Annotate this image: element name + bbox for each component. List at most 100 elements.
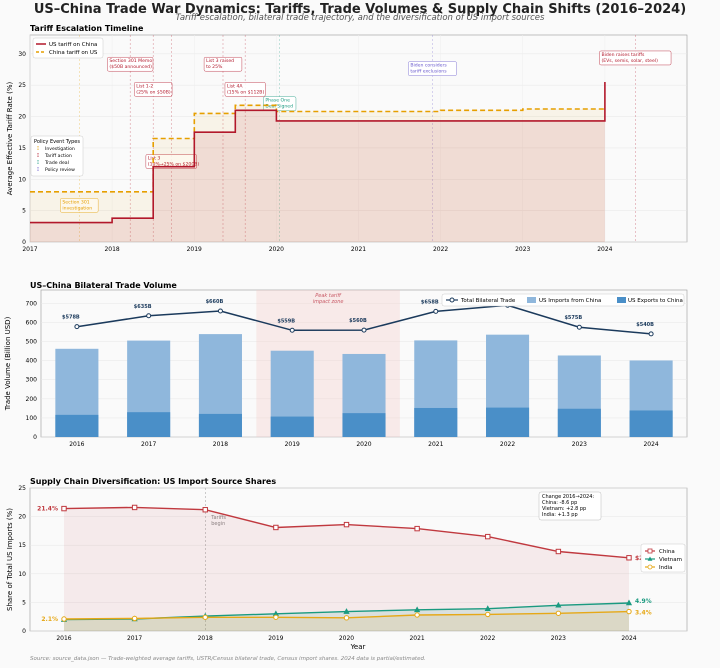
exports-bar: [127, 412, 171, 437]
vietnam-share-point: [343, 608, 350, 614]
total-trade-point: [146, 313, 152, 319]
event-label-text: (EVs, semis, solar, steel): [601, 58, 658, 64]
trade-xtick-label: 2019: [285, 441, 300, 448]
trade-xtick-label: 2020: [356, 441, 371, 448]
event-label-text: (10%→25% on $200B): [148, 161, 200, 167]
trade-ytick-label: 300: [26, 377, 38, 384]
tariff-ytick-label: 5: [22, 208, 26, 215]
peak-impact-label: impact zone: [313, 299, 344, 305]
event-label-text: (25% on $50B): [136, 89, 171, 95]
tariff-xtick-label: 2024: [597, 246, 612, 253]
event-label-text: List 4A: [227, 83, 243, 89]
event-label-box: [145, 154, 197, 169]
legend-label-vietnam: Vietnam: [659, 557, 682, 563]
event-label-text: (15% on $112B): [227, 89, 264, 95]
legend-marker-india: [647, 564, 653, 570]
tariff-ytick-label: 20: [18, 114, 26, 121]
trade-ytick-label: 500: [26, 339, 38, 346]
total-trade-data-label: $660B: [206, 299, 224, 305]
china-share-point: [343, 521, 350, 528]
tariff-xtick-label: 2017: [22, 246, 37, 253]
change-stats-line: Change 2016→2024:: [542, 494, 594, 500]
total-trade-data-label: $575B: [564, 315, 582, 321]
event-label-box: [408, 61, 457, 76]
trade-ytick-label: 700: [26, 300, 38, 307]
vietnam-share-point: [625, 599, 633, 606]
exports-bar: [342, 413, 386, 437]
trade-ytick-label: 100: [26, 415, 38, 422]
legend-label-china-tariff: China tariff on US: [49, 50, 98, 56]
legend-label-exports: US Exports to China: [628, 298, 683, 304]
trade-ytick-label: 600: [26, 319, 38, 326]
event-label-text: ($50B announced): [109, 64, 152, 70]
change-stats-line: Vietnam: +2.8 pp: [542, 506, 586, 512]
china-tariff-area: [30, 105, 605, 242]
india-share-point: [202, 614, 208, 620]
event-label-text: Biden raises tariffs: [601, 52, 645, 58]
vietnam-share-point: [484, 605, 491, 611]
event-label-text: List 1-2: [136, 83, 153, 89]
legend-label-total: Total Bilateral Trade: [460, 298, 516, 304]
event-label-text: to 25%: [206, 64, 223, 70]
china-share-point: [626, 555, 632, 561]
tariff-ytick-label: 10: [18, 176, 26, 183]
total-trade-data-label: $635B: [134, 304, 152, 310]
legend-label-india: India: [659, 565, 673, 571]
share-ytick-label: 10: [18, 571, 26, 578]
india-share-point: [131, 615, 138, 622]
vietnam-share-point: [555, 601, 562, 608]
trade-ytick-label: 200: [26, 396, 38, 403]
china-share-point: [555, 548, 562, 555]
change-stats-line: China: -8.6 pp: [542, 500, 577, 506]
share-ytick-label: 5: [22, 599, 26, 606]
vietnam-end-label: 4.9%: [635, 598, 652, 605]
event-legend-label: Policy review: [45, 167, 75, 173]
trade-xtick-label: 2016: [69, 441, 84, 448]
legend-label-imports: US Imports from China: [539, 298, 601, 304]
event-label-box: [599, 50, 672, 66]
total-trade-point: [217, 308, 223, 314]
tariff-xtick-label: 2020: [269, 246, 284, 253]
tariff-xtick-label: 2022: [433, 246, 448, 253]
india-share-point: [626, 608, 632, 615]
china-share-point: [61, 505, 67, 512]
india-share-point: [343, 615, 350, 621]
event-label-text: Deal Signed: [265, 104, 293, 110]
event-label-box: [60, 198, 99, 213]
share-ytick-label: 25: [18, 485, 26, 492]
legend-swatch-exports: [617, 297, 626, 303]
india-start-label: 2.1%: [41, 616, 58, 623]
event-label-text: Section 301: [62, 199, 89, 205]
trade-ytick-label: 0: [33, 434, 37, 441]
share-panel-title: Supply Chain Diversification: US Import …: [30, 477, 276, 486]
event-label-box: [203, 57, 243, 72]
india-share-point: [273, 614, 279, 620]
china-start-label: 21.4%: [37, 506, 58, 513]
exports-bar: [55, 414, 99, 437]
tariff-xtick-label: 2019: [187, 246, 202, 253]
event-label-box: [224, 82, 266, 97]
peak-impact-label: Peak tariff: [315, 293, 342, 299]
india-share-point: [485, 611, 491, 618]
china-share-point: [273, 524, 279, 531]
total-trade-data-label: $560B: [349, 318, 367, 324]
share-xlabel: Year: [350, 643, 366, 651]
trade-ytick-label: 400: [26, 358, 38, 365]
exports-bar: [629, 410, 673, 437]
change-stats-line: India: +1.3 pp: [542, 512, 578, 518]
legend-label-us-tariff: US tariff on China: [49, 42, 97, 48]
china-end-label: $2: [635, 555, 643, 562]
total-trade-point: [648, 331, 654, 337]
share-xtick-label: 2017: [127, 635, 142, 642]
china-share-point: [131, 504, 138, 511]
exports-bar: [198, 413, 242, 437]
total-trade-point: [74, 324, 80, 330]
event-legend-label: Investigation: [45, 146, 75, 152]
trade-panel-title: US–China Bilateral Trade Volume: [30, 281, 177, 290]
total-trade-data-label: $658B: [421, 299, 439, 305]
exports-bar: [486, 407, 530, 437]
tariff-xtick-label: 2021: [351, 246, 366, 253]
event-label-box: [134, 82, 173, 97]
share-ylabel: Share of Total US Imports (%): [6, 508, 14, 611]
us-tariff-line: [30, 82, 606, 224]
